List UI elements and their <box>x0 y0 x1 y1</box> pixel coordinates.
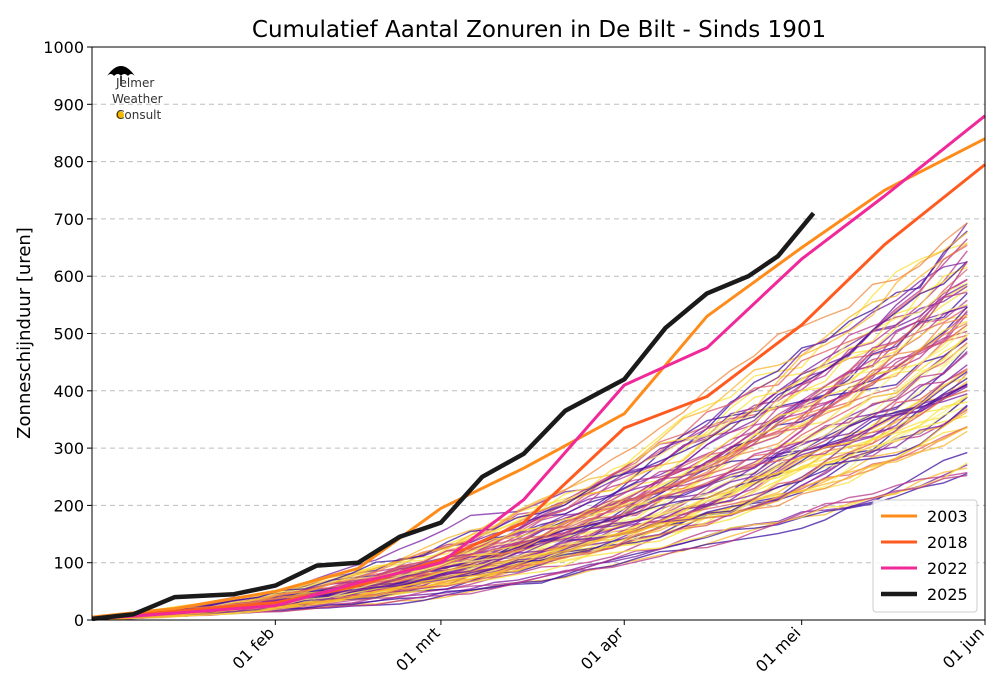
background-year-line <box>91 222 968 620</box>
series-line-2022 <box>91 114 986 621</box>
y-tick-label: 800 <box>53 153 84 172</box>
logo-line-2: Weather <box>112 92 163 106</box>
legend-label-2025: 2025 <box>927 585 968 604</box>
y-tick-label: 400 <box>53 382 84 401</box>
background-year-line <box>91 231 968 621</box>
highlight-series <box>91 114 986 622</box>
y-tick-label: 100 <box>53 554 84 573</box>
logo-line-3: Consult <box>116 108 162 122</box>
sun-icon <box>116 111 124 119</box>
logo: Jelmer Weather Consult <box>107 66 163 122</box>
y-axis-label: Zonneschijnduur [uren] <box>14 227 35 439</box>
legend-label-2018: 2018 <box>927 533 968 552</box>
y-tick-label: 900 <box>53 95 84 114</box>
legend-box <box>872 499 978 613</box>
logo-line-1: Jelmer <box>115 76 154 90</box>
series-line-2018 <box>91 163 986 620</box>
background-year-lines <box>91 222 968 621</box>
y-tick-label: 500 <box>53 325 84 344</box>
y-tick-label: 600 <box>53 267 84 286</box>
legend: 2003 2018 2022 2025 <box>872 499 978 613</box>
chart-title: Cumulatief Aantal Zonuren in De Bilt - S… <box>252 17 826 43</box>
y-tick-label: 0 <box>74 611 84 630</box>
y-tick-label: 200 <box>53 496 84 515</box>
y-axis-ticks: 0 100 200 300 400 500 600 700 800 900 1000 <box>43 38 92 630</box>
grid <box>92 103 985 564</box>
series-line-2003 <box>91 137 986 619</box>
background-year-line <box>91 405 968 621</box>
series-line-2025 <box>91 211 816 622</box>
y-tick-label: 1000 <box>43 38 84 57</box>
legend-label-2022: 2022 <box>927 559 968 578</box>
legend-label-2003: 2003 <box>927 507 968 526</box>
umbrella-icon <box>107 66 135 76</box>
background-year-line <box>91 395 968 621</box>
background-year-line <box>91 282 968 621</box>
y-tick-label: 300 <box>53 439 84 458</box>
y-tick-label: 700 <box>53 210 84 229</box>
